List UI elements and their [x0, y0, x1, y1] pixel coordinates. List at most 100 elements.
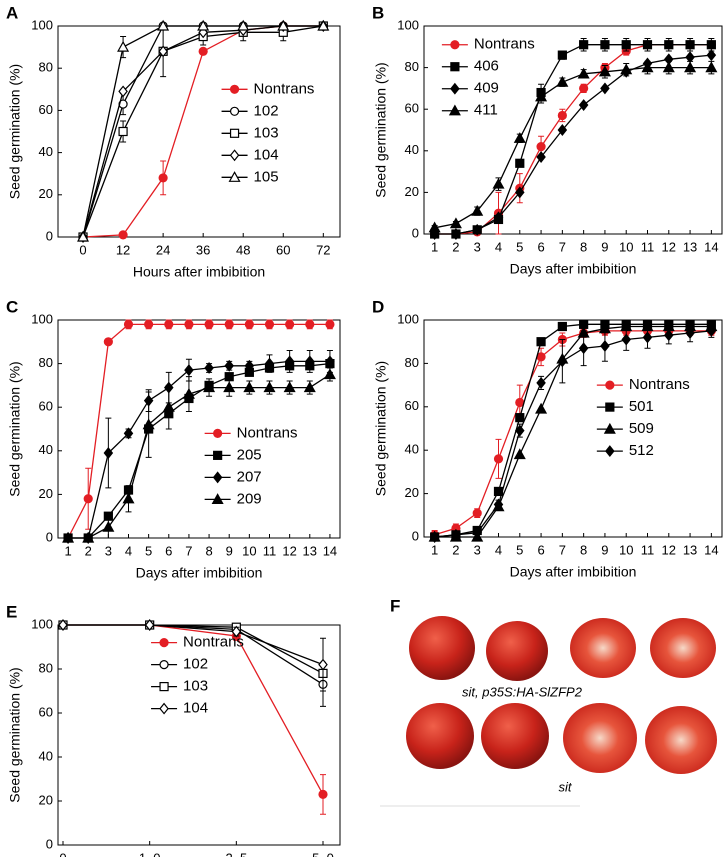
legend-marker: [229, 84, 240, 94]
marker: [577, 67, 590, 79]
marker: [472, 526, 482, 539]
marker: [536, 337, 546, 347]
marker: [224, 359, 234, 372]
legend-label: 209: [237, 490, 262, 507]
marker: [277, 19, 290, 31]
x-axis-label: Days after imbibition: [136, 565, 263, 581]
legend-marker: [229, 106, 240, 116]
marker: [244, 319, 254, 329]
legend-marker: [448, 104, 461, 116]
x-tick-label: 5. 0: [312, 850, 334, 857]
x-tick-label: 12: [116, 242, 130, 257]
legend-label: Nontrans: [183, 634, 244, 651]
y-tick-label: 40: [39, 144, 53, 159]
marker: [204, 319, 214, 329]
legend-marker: [229, 149, 240, 162]
legend-label: Nontrans: [237, 424, 298, 441]
marker: [317, 19, 330, 31]
x-tick-label: 48: [236, 242, 250, 257]
x-tick-label: 1: [64, 543, 71, 558]
x-tick-label: 10: [242, 543, 256, 558]
x-tick-label: 7: [559, 239, 566, 254]
x-tick-label: 1: [431, 239, 438, 254]
y-tick-label: 80: [39, 60, 53, 75]
legend-marker: [213, 450, 223, 460]
y-axis-label: Seed germination (%): [7, 361, 23, 496]
marker: [515, 413, 525, 423]
legend-label: 509: [629, 420, 654, 437]
marker: [118, 85, 128, 98]
marker: [144, 319, 154, 329]
x-tick-label: 6: [537, 542, 544, 557]
marker: [535, 402, 548, 414]
x-tick-label: 2: [452, 542, 459, 557]
legend-label: 103: [183, 678, 208, 695]
x-tick-label: 5: [516, 542, 523, 557]
marker: [536, 142, 546, 152]
y-tick-label: 80: [405, 59, 419, 74]
x-tick-label: 8: [205, 543, 212, 558]
legend-marker: [605, 402, 615, 412]
marker: [556, 75, 569, 87]
marker: [662, 61, 675, 73]
legend-marker: [159, 702, 169, 715]
legend-marker: [159, 637, 169, 648]
plot-frame: [57, 624, 341, 846]
x-tick-label: 0: [79, 242, 86, 257]
y-tick-label: 0: [46, 836, 53, 851]
y-tick-label: 0: [46, 529, 53, 544]
marker: [237, 19, 250, 31]
y-tick-label: 100: [397, 311, 419, 326]
marker: [579, 83, 589, 94]
marker: [685, 327, 695, 339]
photo: [380, 616, 717, 807]
marker: [198, 46, 208, 56]
marker: [600, 40, 610, 50]
y-axis-label: Seed germination (%): [7, 667, 23, 802]
x-tick-label: 14: [704, 239, 718, 254]
tomato: [409, 616, 475, 680]
y-tick-label: 20: [39, 792, 53, 807]
marker: [231, 625, 242, 638]
marker: [318, 789, 328, 800]
x-tick-label: 6: [165, 543, 172, 558]
x-tick-label: 24: [156, 242, 170, 257]
y-tick-label: 80: [39, 355, 53, 370]
series-line: [434, 325, 712, 538]
x-tick-label: 14: [323, 543, 337, 558]
legend-label: 406: [474, 58, 499, 75]
y-tick-label: 60: [405, 101, 419, 116]
legend-label: 104: [254, 146, 279, 163]
marker: [578, 342, 589, 355]
y-tick-label: 20: [39, 486, 53, 501]
y-tick-label: 20: [405, 184, 419, 199]
x-tick-label: 4: [495, 239, 502, 254]
marker: [162, 400, 175, 412]
legend-marker: [450, 40, 460, 50]
marker: [706, 324, 717, 337]
marker: [598, 65, 611, 77]
marker: [557, 50, 567, 60]
legend-label: 207: [237, 468, 262, 485]
tomato: [481, 703, 549, 769]
marker: [158, 173, 168, 183]
legend-label: 102: [254, 102, 279, 119]
marker: [536, 151, 546, 164]
marker: [305, 355, 315, 368]
marker: [557, 321, 567, 332]
x-tick-label: 7: [185, 543, 192, 558]
caption: sit: [559, 779, 573, 794]
x-tick-label: 8: [580, 239, 587, 254]
marker: [557, 355, 568, 368]
x-tick-label: 5: [145, 543, 152, 558]
y-axis-label: Seed germination (%): [373, 62, 389, 197]
marker: [600, 340, 610, 353]
x-tick-label: 7: [559, 542, 566, 557]
legend-label: Nontrans: [474, 36, 535, 53]
marker: [493, 454, 504, 464]
marker: [451, 528, 461, 541]
marker: [184, 319, 194, 329]
marker: [284, 355, 295, 368]
plot-frame: [423, 25, 723, 235]
tomato-cut: [563, 703, 637, 773]
